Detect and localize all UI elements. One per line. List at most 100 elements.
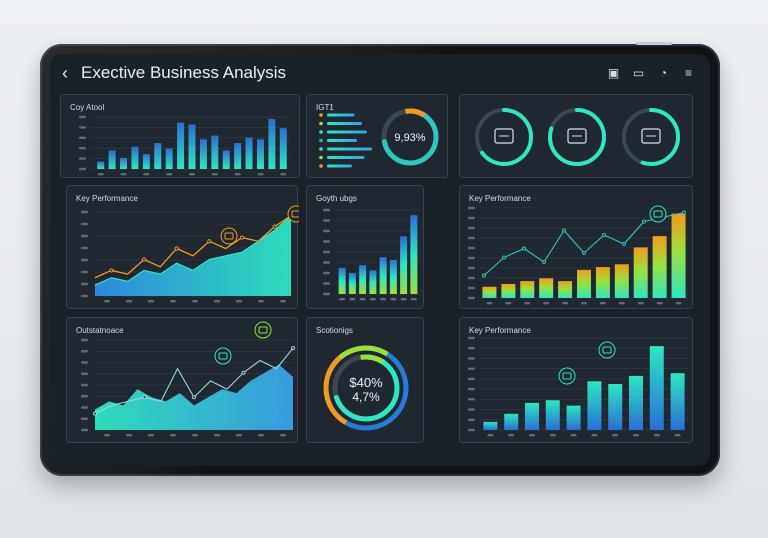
x-tick-mark — [400, 298, 407, 301]
menu-icon[interactable]: ≡ — [684, 66, 692, 80]
line-point — [542, 260, 546, 264]
panel-label: Outstatnoace — [76, 326, 124, 335]
x-tick-mark — [120, 173, 127, 176]
line-point — [141, 257, 147, 262]
x-tick-mark — [234, 173, 241, 176]
donut-value: 9,93% — [394, 132, 425, 144]
x-tick-mark — [487, 434, 494, 437]
x-tick-mark — [258, 300, 264, 303]
panel-icon-rings[interactable] — [459, 94, 693, 178]
panel-scotionigs[interactable]: Scotionigs $40% 4,7% — [306, 317, 424, 443]
list-bar — [327, 156, 365, 159]
line-point — [174, 246, 179, 251]
panel-key-performance-3[interactable]: Key Performance — [459, 317, 693, 443]
bar — [614, 264, 629, 298]
y-tick-mark — [81, 372, 88, 375]
bar — [245, 137, 253, 169]
x-tick-mark — [166, 173, 173, 176]
y-tick-mark — [81, 383, 88, 387]
x-tick-mark — [148, 300, 154, 303]
bar — [629, 375, 643, 430]
panel-coy-atool[interactable]: Coy Atool — [60, 94, 300, 178]
line-point — [109, 268, 114, 273]
x-tick-mark — [656, 302, 663, 305]
x-tick-mark — [486, 302, 493, 305]
x-tick-mark — [170, 434, 176, 437]
chart-p2: 9,93% — [319, 108, 439, 168]
list-dot — [319, 138, 323, 143]
x-tick-mark — [637, 302, 644, 305]
camera-icon[interactable]: ▣ — [607, 66, 620, 80]
x-tick-mark — [599, 302, 606, 305]
y-tick-mark — [79, 147, 86, 150]
bar — [545, 400, 560, 430]
bar — [566, 405, 581, 430]
y-tick-mark — [468, 387, 475, 391]
y-tick-mark — [81, 361, 88, 364]
line-point — [93, 411, 97, 416]
bar — [501, 283, 516, 298]
bar — [268, 118, 276, 169]
chart-p9 — [468, 336, 688, 437]
x-tick-mark — [257, 173, 264, 176]
bar — [410, 215, 418, 294]
chevron-left-icon[interactable]: ‹ — [62, 63, 68, 83]
bar — [504, 413, 519, 430]
panel-key-performance-2[interactable]: Key Performance — [459, 185, 693, 309]
line-point — [482, 273, 486, 278]
y-tick-mark — [81, 282, 88, 286]
y-tick-mark — [468, 347, 475, 350]
x-tick-mark — [369, 298, 376, 301]
panel-outstatnoace[interactable]: Outstatnoace — [66, 317, 298, 443]
ring-progress — [622, 108, 680, 166]
bar — [154, 143, 162, 169]
doc-badge-icon — [558, 367, 576, 385]
panel-label: Goyth ubgs — [316, 194, 357, 203]
list-bar — [327, 164, 352, 168]
y-tick-mark — [81, 210, 88, 214]
area-series — [95, 364, 293, 430]
growth-badge-icon — [649, 205, 667, 223]
x-tick-mark — [591, 434, 598, 437]
y-tick-mark — [79, 157, 86, 160]
y-tick-mark — [323, 240, 330, 243]
line-point — [239, 235, 245, 240]
share-icon[interactable]: ◔ — [659, 66, 668, 80]
bar — [577, 269, 591, 298]
bar — [379, 257, 387, 294]
calendar-badge-icon — [220, 227, 238, 245]
bar — [97, 161, 105, 169]
list-dot — [319, 147, 323, 151]
comment-icon[interactable]: ▭ — [632, 66, 645, 80]
line-point — [622, 242, 626, 246]
x-tick-mark — [280, 434, 286, 437]
link-badge-icon-glyph — [258, 326, 268, 334]
laptop-badge-icon-glyph — [291, 210, 299, 218]
panel-igt1[interactable]: IGT1 9,93% — [306, 94, 448, 178]
panel-goyth-ubgs[interactable]: Goyth ubgs — [306, 185, 424, 309]
y-tick-mark — [468, 418, 475, 421]
y-tick-mark — [81, 258, 88, 262]
x-tick-mark — [380, 298, 387, 301]
y-tick-mark — [81, 417, 88, 420]
y-tick-mark — [468, 236, 475, 240]
panel-label: Scotionigs — [316, 326, 353, 335]
line-point — [562, 228, 566, 233]
panel-label: Key Performance — [469, 194, 531, 203]
toolbar-icons: ▣ ▭ ◔ ≡ — [606, 66, 696, 81]
donut-value-1: $40% — [349, 375, 383, 390]
chart-badge-icon-glyph — [602, 346, 612, 354]
y-tick-mark — [468, 286, 475, 290]
x-tick-mark — [349, 298, 356, 301]
dashboard-screen: ‹ Exective Business Analysis ▣ ▭ ◔ ≡ Coy… — [50, 54, 710, 466]
panel-label: Key Performance — [469, 326, 531, 335]
x-tick-mark — [192, 300, 198, 303]
panel-key-performance-1[interactable]: Key Performance — [66, 185, 299, 309]
outer-ring-orange — [323, 345, 409, 431]
x-tick-mark — [192, 434, 198, 437]
bar — [649, 346, 664, 430]
x-tick-mark — [97, 173, 104, 176]
bar — [525, 402, 539, 430]
x-tick-mark — [258, 434, 264, 437]
area-series — [95, 215, 291, 296]
